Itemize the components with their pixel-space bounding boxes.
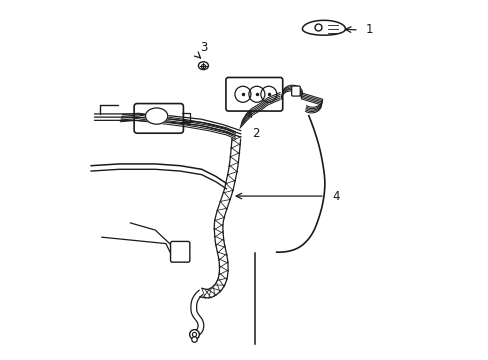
- Text: 3: 3: [200, 41, 207, 54]
- Text: 1: 1: [365, 23, 373, 36]
- FancyBboxPatch shape: [225, 77, 282, 111]
- FancyBboxPatch shape: [134, 104, 183, 133]
- Text: 2: 2: [251, 127, 259, 140]
- Text: 4: 4: [331, 190, 339, 203]
- FancyBboxPatch shape: [170, 242, 189, 262]
- FancyBboxPatch shape: [291, 86, 300, 96]
- Ellipse shape: [145, 108, 167, 124]
- Ellipse shape: [198, 62, 208, 69]
- Polygon shape: [302, 20, 345, 35]
